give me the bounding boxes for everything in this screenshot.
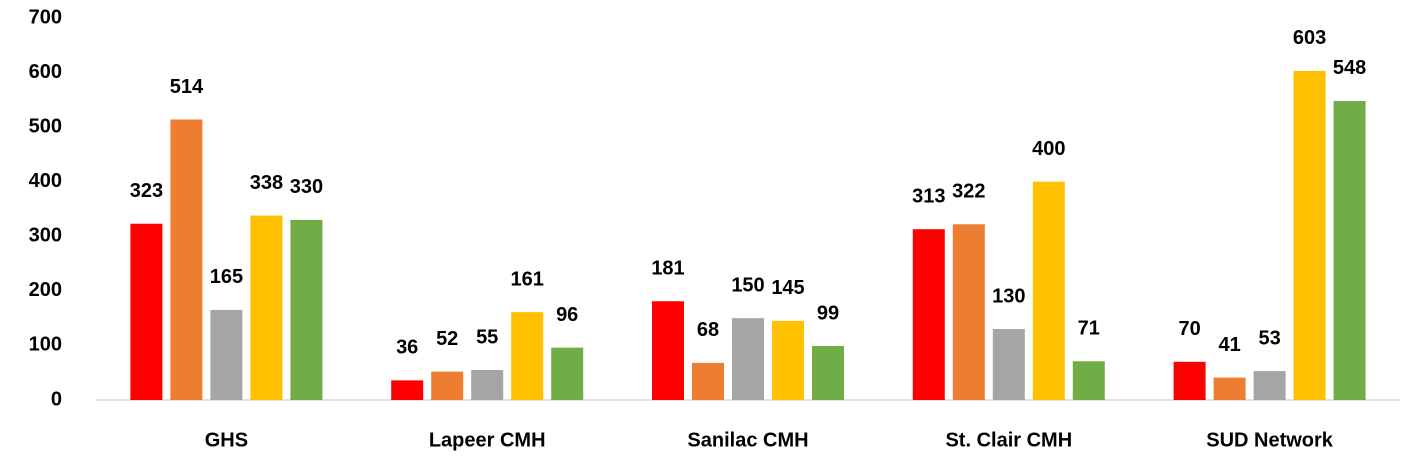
data-label: 41 — [1218, 334, 1240, 356]
data-label: 603 — [1293, 27, 1326, 49]
data-label: 313 — [912, 185, 945, 207]
data-label: 36 — [396, 337, 418, 359]
x-tick-label: St. Clair CMH — [945, 429, 1072, 451]
bar — [732, 318, 764, 400]
data-label: 161 — [511, 268, 544, 290]
bar — [952, 224, 985, 400]
y-tick-label: 500 — [29, 115, 62, 137]
data-label: 400 — [1032, 138, 1065, 160]
data-label: 181 — [651, 258, 684, 280]
bar — [511, 312, 544, 400]
y-tick-label: 600 — [29, 61, 62, 83]
bar — [130, 223, 163, 400]
data-label: 145 — [771, 277, 804, 299]
data-label: 322 — [952, 181, 985, 203]
bar — [692, 362, 724, 400]
data-label: 99 — [817, 302, 839, 324]
data-label: 338 — [250, 172, 283, 194]
data-label: 52 — [436, 328, 458, 350]
bar — [1293, 70, 1326, 400]
y-tick-label: 300 — [29, 225, 62, 247]
y-tick-label: 100 — [29, 334, 62, 356]
data-label: 130 — [992, 285, 1025, 307]
bar — [912, 229, 945, 400]
x-tick-label: SUD Network — [1206, 429, 1334, 451]
bar — [1213, 377, 1246, 400]
data-label: 53 — [1258, 327, 1280, 349]
bar — [1333, 100, 1366, 400]
data-label: 330 — [290, 176, 323, 198]
y-tick-label: 700 — [29, 6, 62, 28]
data-label: 96 — [556, 304, 578, 326]
data-label: 548 — [1333, 57, 1366, 79]
bar — [1173, 361, 1206, 400]
bar — [1253, 371, 1286, 400]
bar — [652, 301, 684, 400]
data-label: 68 — [697, 319, 719, 341]
bar — [772, 320, 804, 400]
bar — [812, 345, 844, 400]
bar — [471, 369, 504, 400]
y-tick-label: 400 — [29, 170, 62, 192]
data-label: 323 — [130, 180, 163, 202]
data-label: 514 — [170, 76, 204, 98]
bar — [391, 380, 424, 400]
bar — [250, 215, 283, 400]
data-label: 70 — [1178, 318, 1200, 340]
x-tick-label: Lapeer CMH — [429, 429, 546, 451]
y-tick-label: 200 — [29, 279, 62, 301]
bar — [170, 119, 203, 400]
x-tick-label: Sanilac CMH — [687, 429, 808, 451]
data-label: 165 — [210, 266, 243, 288]
data-label: 150 — [731, 274, 764, 296]
bar — [1032, 181, 1065, 400]
bar — [1072, 361, 1105, 400]
bar — [551, 347, 584, 400]
y-tick-label: 0 — [51, 388, 62, 410]
data-label: 55 — [476, 326, 498, 348]
bar — [210, 309, 243, 400]
x-tick-label: GHS — [205, 429, 248, 451]
bar — [431, 371, 464, 400]
bar — [992, 329, 1025, 400]
bar — [290, 219, 323, 400]
data-label: 71 — [1078, 318, 1100, 340]
